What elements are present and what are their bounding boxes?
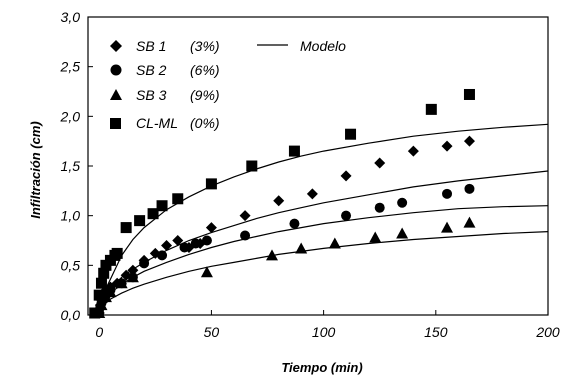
legend-model-name: Modelo (300, 38, 346, 54)
x-tick-label: 200 (535, 324, 560, 340)
series-cl-ml (89, 88, 475, 319)
model-curve-2 (98, 170, 549, 308)
data-point-triangle (200, 266, 213, 278)
data-point-circle (139, 258, 150, 269)
data-point-square (98, 267, 110, 279)
legend-marker-diamond (110, 40, 122, 52)
legend-item-model: Modelo (257, 38, 346, 54)
y-tick-label: 2,5 (60, 59, 81, 75)
data-point-circle (397, 197, 408, 208)
data-point-circle (179, 242, 190, 253)
data-point-square (134, 215, 146, 227)
y-tick-label: 0,5 (61, 257, 81, 273)
data-point-diamond (407, 145, 419, 157)
legend-series-percent: (6%) (190, 62, 220, 78)
data-point-square (425, 103, 437, 115)
data-point-square (111, 247, 123, 259)
data-point-square (89, 307, 101, 319)
data-point-diamond (340, 170, 352, 182)
x-axis-ticks: 0 50 100 150 200 (95, 310, 560, 340)
y-tick-label: 0,0 (61, 307, 81, 323)
model-curves (98, 123, 549, 311)
legend-series-percent: (3%) (190, 38, 220, 54)
data-point-triangle (463, 216, 476, 228)
legend-item-clml: CL-ML (0%) (110, 115, 220, 131)
data-point-diamond (205, 222, 217, 234)
data-point-circle (240, 230, 251, 241)
data-point-triangle (396, 227, 409, 239)
series-sb-3 (93, 216, 476, 319)
y-axis-ticks: 0,0 0,5 1,0 1,5 2,0 2,5 3,0 (60, 9, 93, 323)
data-point-square (288, 145, 300, 157)
x-axis-label: Tiempo (min) (281, 360, 362, 375)
legend-series-name: CL-ML (136, 115, 178, 131)
data-point-diamond (374, 157, 386, 169)
data-point-diamond (127, 264, 139, 276)
data-point-circle (374, 202, 385, 213)
data-point-triangle (369, 231, 382, 243)
model-curve-4 (98, 231, 549, 311)
data-point-square (95, 277, 107, 289)
data-point-square (205, 178, 217, 190)
data-point-diamond (306, 188, 318, 200)
data-point-triangle (328, 237, 341, 249)
data-point-circle (157, 250, 168, 261)
legend-series-name: SB 2 (136, 62, 167, 78)
x-tick-label: 150 (424, 324, 448, 340)
data-point-circle (201, 235, 212, 246)
data-point-diamond (161, 239, 173, 251)
series-sb-1 (93, 135, 475, 319)
data-point-circle (190, 238, 201, 249)
data-point-circle (442, 188, 453, 199)
data-point-circle (464, 183, 475, 194)
data-point-circle (341, 210, 352, 221)
data-point-square (147, 208, 159, 220)
x-tick-label: 0 (95, 324, 103, 340)
legend-series-percent: (9%) (190, 87, 220, 103)
data-point-diamond (273, 195, 285, 207)
legend-item-sb3: SB 3 (9%) (110, 87, 220, 103)
legend-series-name: SB 3 (136, 87, 167, 103)
data-point-square (246, 160, 258, 172)
y-tick-label: 3,0 (61, 9, 81, 25)
data-point-square (172, 193, 184, 205)
data-point-diamond (239, 210, 251, 222)
data-point-square (120, 222, 132, 234)
data-point-diamond (172, 235, 184, 246)
data-point-square (463, 88, 475, 100)
x-tick-label: 100 (312, 324, 336, 340)
legend-marker-square (110, 118, 121, 129)
series-sb-2 (94, 183, 475, 319)
model-curve-3 (98, 205, 549, 310)
y-tick-label: 1,0 (61, 208, 81, 224)
legend-series-name: SB 1 (136, 38, 166, 54)
y-tick-label: 1,5 (61, 158, 81, 174)
data-point-triangle (295, 242, 308, 254)
data-point-diamond (463, 135, 475, 147)
legend-series-percent: (0%) (190, 115, 220, 131)
data-point-triangle (104, 286, 117, 298)
legend-item-sb1: SB 1 (3%) (110, 38, 220, 54)
data-point-triangle (115, 277, 128, 289)
data-point-triangle (95, 299, 108, 311)
data-point-square (156, 200, 168, 212)
data-points (89, 88, 476, 319)
data-point-triangle (266, 249, 278, 261)
data-point-diamond (441, 140, 453, 152)
model-curve-1 (98, 123, 549, 306)
data-point-square (345, 128, 357, 140)
legend: SB 1 (3%) SB 2 (6%) SB 3 (9%) CL-ML (0%)… (110, 38, 346, 131)
legend-item-sb2: SB 2 (6%) (110, 62, 220, 78)
data-point-circle (289, 218, 300, 229)
data-point-triangle (126, 271, 139, 283)
legend-marker-triangle (110, 89, 122, 100)
data-point-diamond (120, 269, 132, 281)
data-point-triangle (441, 221, 454, 233)
data-point-square (93, 289, 105, 301)
legend-marker-circle (110, 64, 122, 76)
x-tick-label: 50 (204, 324, 220, 340)
y-axis-label: Infiltración (cm) (28, 121, 43, 219)
y-tick-label: 2,0 (60, 108, 81, 124)
